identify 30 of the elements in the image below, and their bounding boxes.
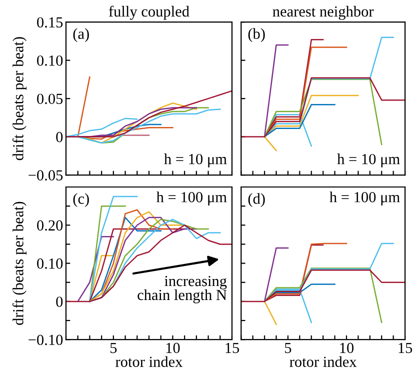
y-axis-title: drift (beats per beat) — [12, 202, 26, 325]
annotation: h = 10 μm — [337, 154, 400, 168]
chart-title: fully coupled — [108, 6, 190, 20]
x-tick-label: 10 — [340, 342, 354, 354]
annotation: increasing chain length N — [138, 276, 227, 304]
y-tick-label: 0.05 — [37, 94, 63, 104]
y-tick-label: 0.10 — [37, 258, 63, 269]
annotation: (c) — [73, 193, 89, 207]
x-tick-label: 10 — [166, 342, 180, 354]
annotation: (d) — [248, 193, 265, 207]
y-tick-label: 0.20 — [37, 220, 63, 231]
y-tick-label: −0.10 — [28, 334, 63, 346]
x-axis-title: rotor index — [116, 356, 183, 367]
x-axis-title: rotor index — [290, 356, 357, 367]
x-tick-label: 15 — [226, 342, 240, 354]
y-tick-label: 0 — [56, 296, 63, 307]
annotation: h = 100 μm — [156, 192, 227, 206]
y-axis-title: drift (beats per beat) — [12, 37, 26, 160]
chart-title: nearest neighbor — [272, 6, 374, 20]
y-tick-label: 0 — [56, 132, 63, 142]
y-tick-label: 0.15 — [37, 17, 63, 28]
annotation: h = 100 μm — [330, 192, 400, 206]
y-tick-label: −0.05 — [28, 170, 63, 181]
annotation: (b) — [248, 28, 265, 42]
annotation: (a) — [73, 28, 89, 42]
x-tick-label: 5 — [285, 342, 292, 354]
annotation: h = 10 μm — [164, 154, 227, 168]
x-tick-label: 5 — [110, 342, 117, 354]
y-tick-label: 0.10 — [37, 55, 63, 66]
x-tick-label: 15 — [398, 342, 412, 354]
